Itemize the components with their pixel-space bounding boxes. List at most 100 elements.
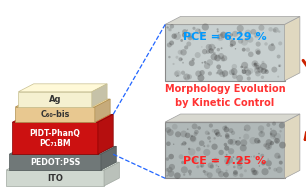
Circle shape xyxy=(255,36,257,37)
Circle shape xyxy=(211,144,218,150)
Circle shape xyxy=(166,168,169,172)
Circle shape xyxy=(189,135,197,143)
Circle shape xyxy=(267,145,271,148)
Circle shape xyxy=(257,140,261,143)
Circle shape xyxy=(226,154,228,156)
Circle shape xyxy=(254,138,260,144)
Circle shape xyxy=(212,129,215,133)
Circle shape xyxy=(168,154,174,159)
Circle shape xyxy=(232,31,238,37)
Polygon shape xyxy=(98,114,113,154)
Circle shape xyxy=(209,140,211,143)
Circle shape xyxy=(177,75,179,77)
Polygon shape xyxy=(101,146,116,170)
Circle shape xyxy=(216,72,218,74)
Circle shape xyxy=(237,161,242,166)
Circle shape xyxy=(189,60,195,66)
Circle shape xyxy=(244,66,248,71)
Circle shape xyxy=(170,24,174,29)
Circle shape xyxy=(270,141,274,145)
Circle shape xyxy=(182,141,186,146)
Circle shape xyxy=(247,36,253,43)
Circle shape xyxy=(228,139,233,145)
Circle shape xyxy=(274,133,281,140)
Circle shape xyxy=(203,170,206,173)
Circle shape xyxy=(205,131,209,135)
Circle shape xyxy=(251,29,256,35)
Circle shape xyxy=(220,135,222,137)
Circle shape xyxy=(233,156,234,158)
Circle shape xyxy=(256,50,261,55)
Circle shape xyxy=(167,43,172,47)
Circle shape xyxy=(207,132,210,135)
Circle shape xyxy=(267,158,269,160)
Circle shape xyxy=(185,77,186,79)
Circle shape xyxy=(169,164,175,170)
Circle shape xyxy=(265,143,272,150)
Circle shape xyxy=(275,140,278,143)
Circle shape xyxy=(167,170,174,177)
Circle shape xyxy=(208,44,215,51)
Circle shape xyxy=(259,165,260,167)
Circle shape xyxy=(266,139,272,146)
Circle shape xyxy=(272,122,276,126)
Circle shape xyxy=(244,129,246,131)
Circle shape xyxy=(255,71,261,76)
Circle shape xyxy=(192,39,194,40)
Circle shape xyxy=(181,58,183,60)
Circle shape xyxy=(278,65,280,67)
Circle shape xyxy=(247,36,249,38)
Circle shape xyxy=(246,47,250,52)
Circle shape xyxy=(245,38,248,41)
Circle shape xyxy=(268,167,271,170)
Circle shape xyxy=(253,155,255,158)
Circle shape xyxy=(261,161,265,165)
Circle shape xyxy=(220,32,226,38)
Circle shape xyxy=(189,173,191,176)
Circle shape xyxy=(175,131,181,137)
Circle shape xyxy=(242,69,246,74)
Circle shape xyxy=(267,123,270,127)
Circle shape xyxy=(244,125,251,131)
Circle shape xyxy=(202,23,209,31)
Circle shape xyxy=(274,153,280,159)
Circle shape xyxy=(168,28,171,31)
Circle shape xyxy=(215,132,221,137)
Circle shape xyxy=(264,70,269,74)
Polygon shape xyxy=(18,84,107,92)
Circle shape xyxy=(186,41,191,46)
Circle shape xyxy=(260,154,264,157)
Circle shape xyxy=(218,34,221,37)
Polygon shape xyxy=(6,162,119,170)
Polygon shape xyxy=(285,16,300,81)
Circle shape xyxy=(268,27,273,32)
Circle shape xyxy=(175,56,178,59)
Circle shape xyxy=(273,27,279,33)
Circle shape xyxy=(232,73,234,75)
Circle shape xyxy=(224,125,227,128)
Circle shape xyxy=(270,133,275,139)
Circle shape xyxy=(214,55,221,61)
Circle shape xyxy=(221,47,222,49)
Circle shape xyxy=(199,140,204,146)
Polygon shape xyxy=(12,122,98,154)
Circle shape xyxy=(233,166,236,168)
Circle shape xyxy=(236,157,239,160)
Circle shape xyxy=(218,166,219,167)
Circle shape xyxy=(204,63,210,69)
Circle shape xyxy=(270,130,277,137)
Circle shape xyxy=(224,158,230,164)
Circle shape xyxy=(181,71,185,75)
Circle shape xyxy=(171,33,177,39)
Circle shape xyxy=(192,123,198,129)
Circle shape xyxy=(176,76,177,77)
Circle shape xyxy=(238,31,242,35)
Circle shape xyxy=(166,141,171,146)
Circle shape xyxy=(239,137,241,139)
Circle shape xyxy=(188,35,192,40)
Circle shape xyxy=(206,50,210,54)
Text: Ag: Ag xyxy=(49,95,61,104)
Circle shape xyxy=(230,139,236,145)
Circle shape xyxy=(166,26,169,29)
Circle shape xyxy=(270,128,272,130)
